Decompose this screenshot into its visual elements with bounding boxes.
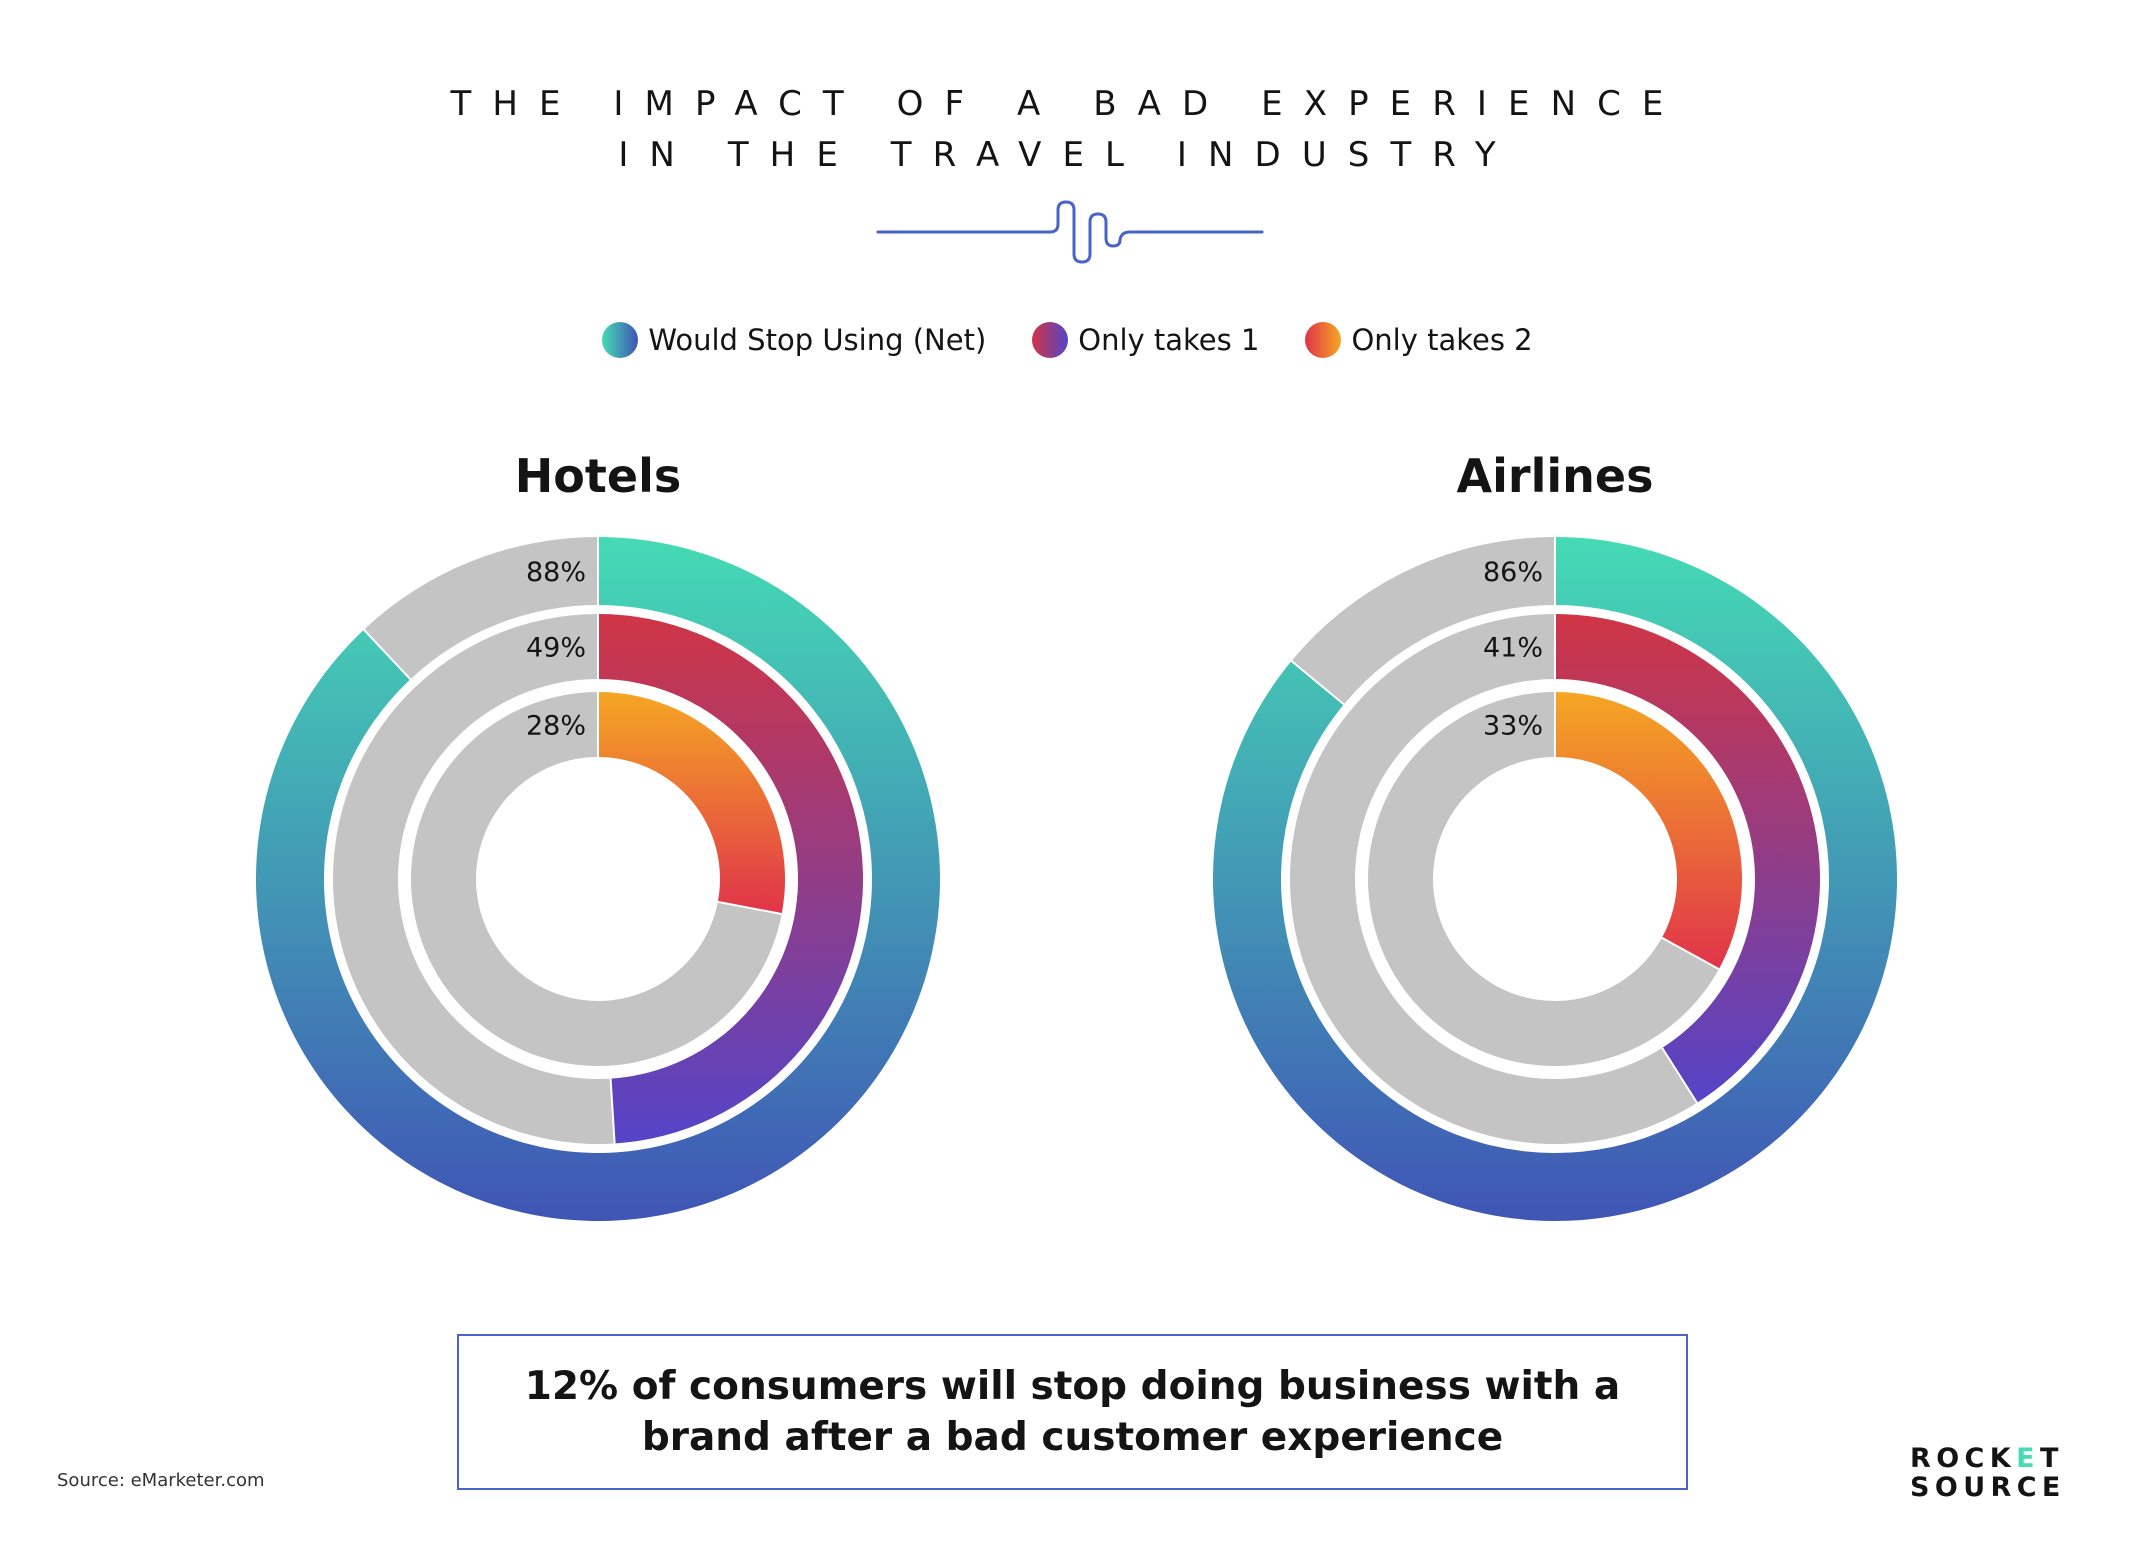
ring-segment-3 [1555,692,1742,970]
ring-remainder [1291,537,1555,705]
legend-label: Would Stop Using (Net) [648,323,987,357]
chart-title: Airlines [1457,449,1654,503]
legend-swatch [602,322,639,358]
ring-segment-2 [1555,614,1821,1103]
segment-divider [1661,936,1720,970]
ring-value-label: 33% [1483,711,1543,742]
ring-segment-2 [598,614,863,1144]
legend-swatch [1032,322,1069,358]
segment-divider [1290,660,1345,706]
legend-item-only-takes-1: Only takes 1 [1032,322,1259,358]
legend-label: Only takes 1 [1078,323,1260,357]
ring-value-label: 86% [1483,557,1543,588]
squiggle-divider [876,200,1264,264]
legend-swatch [1305,322,1342,358]
title-line-1: THE IMPACT OF A BAD EXPERIENCE [450,84,1685,124]
ring-remainder [1368,692,1719,1066]
ring-remainder [332,614,615,1144]
segment-divider [363,629,412,680]
ring-value-label: 49% [526,633,586,664]
legend-item-only-takes-2: Only takes 2 [1305,322,1533,358]
rocketsource-logo: ROCKET SOURCE [1910,1443,2066,1503]
legend-item-would-stop: Would Stop Using (Net) [602,322,986,358]
callout-box: 12% of consumers will stop doing busines… [457,1334,1688,1490]
ring-remainder [411,692,782,1066]
ring-value-label: 88% [526,557,586,588]
ring-value-label: 41% [1483,633,1543,664]
ring-remainder [363,537,598,680]
chart-title: Hotels [515,449,681,503]
title-line-2: IN THE TRAVEL INDUSTRY [618,135,1517,175]
source-note: Source: eMarketer.com [57,1470,265,1491]
segment-divider [609,1078,616,1144]
donut-hotels: Hotels 88% 49% 28% [256,449,941,1221]
callout-text: 12% of consumers will stop doing busines… [524,1364,1621,1460]
ring-remainder [1290,614,1697,1144]
ring-segment-3 [598,692,785,915]
ring-value-label: 28% [526,711,586,742]
legend-label: Only takes 2 [1351,323,1533,357]
donut-airlines: Airlines 86% 41% 33% [1212,449,1897,1221]
segment-divider [1661,1047,1698,1104]
segment-divider [717,900,782,916]
legend: Would Stop Using (Net) Only takes 1 Only… [0,322,2135,358]
